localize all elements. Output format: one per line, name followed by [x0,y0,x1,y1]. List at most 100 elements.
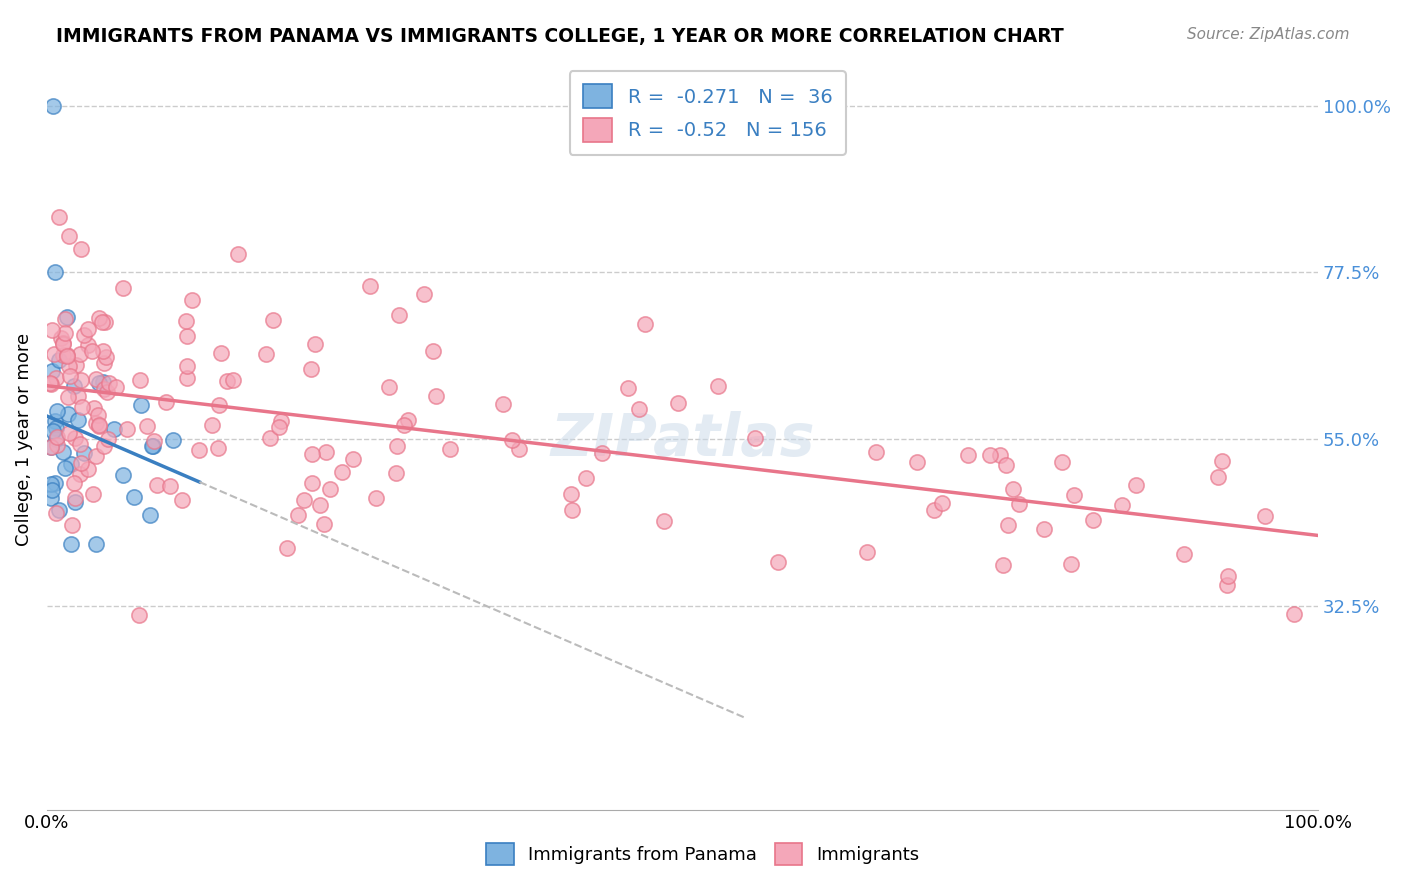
Immigrants from Panama [41,363,63,377]
Immigrants [176,371,198,385]
Immigrants from Panama [39,491,62,505]
Immigrants from Panama [45,404,67,418]
Immigrants [172,493,194,508]
Immigrants [49,331,72,345]
Immigrants [259,431,281,445]
Immigrants [1111,498,1133,512]
Immigrants [87,311,110,326]
Immigrants [270,414,292,428]
Immigrants [394,418,416,433]
Immigrants from Panama [45,432,67,446]
Immigrants [330,465,353,479]
Immigrants [58,359,80,373]
Immigrants from Panama [89,376,111,391]
Immigrants [42,347,65,361]
Immigrants from Panama [48,503,70,517]
Immigrants [176,329,198,343]
Immigrants [69,456,91,470]
Immigrants from Panama [44,265,66,279]
Immigrants [988,448,1011,462]
Immigrants [508,442,530,456]
Immigrants [931,496,953,510]
Immigrants [1216,569,1239,583]
Immigrants [84,416,107,430]
Immigrants from Panama [142,439,165,453]
Immigrants from Panama [73,445,96,459]
Immigrants [58,426,80,441]
Immigrants from Panama [52,444,75,458]
Immigrants [52,337,75,351]
Immigrants [56,349,79,363]
Immigrants [707,379,730,393]
Immigrants [56,348,79,362]
Immigrants from Panama [44,414,66,428]
Immigrants [53,326,76,340]
Immigrants [1125,478,1147,492]
Immigrants [226,247,249,261]
Immigrants from Panama [60,457,83,471]
Immigrants [96,350,118,364]
Text: Source: ZipAtlas.com: Source: ZipAtlas.com [1187,27,1350,42]
Immigrants [128,608,150,623]
Immigrants [1033,521,1056,535]
Immigrants [83,401,105,416]
Immigrants [905,455,928,469]
Immigrants [72,401,94,415]
Immigrants [112,281,135,295]
Immigrants [301,447,323,461]
Immigrants from Panama [162,433,184,447]
Immigrants [77,322,100,336]
Immigrants [412,287,434,301]
Immigrants [855,545,877,559]
Text: IMMIGRANTS FROM PANAMA VS IMMIGRANTS COLLEGE, 1 YEAR OR MORE CORRELATION CHART: IMMIGRANTS FROM PANAMA VS IMMIGRANTS COL… [56,27,1064,45]
Immigrants [1215,577,1237,591]
Immigrants [378,380,401,394]
Immigrants [342,451,364,466]
Text: ZIPatlas: ZIPatlas [550,410,814,467]
Immigrants [422,344,444,359]
Immigrants [388,308,411,322]
Immigrants [922,502,945,516]
Immigrants [91,315,114,329]
Immigrants from Panama [91,375,114,389]
Immigrants [97,376,120,390]
Immigrants [1211,453,1233,467]
Immigrants [129,373,152,387]
Immigrants [174,313,197,327]
Immigrants [65,491,87,506]
Immigrants from Panama [63,378,86,392]
Immigrants [82,343,104,358]
Legend: Immigrants from Panama, Immigrants: Immigrants from Panama, Immigrants [478,834,928,874]
Immigrants [181,293,204,307]
Immigrants [39,440,62,454]
Immigrants [84,449,107,463]
Immigrants [628,401,651,416]
Immigrants [1008,497,1031,511]
Immigrants from Panama [42,424,65,438]
Immigrants [1050,455,1073,469]
Immigrants from Panama [45,421,67,435]
Immigrants [208,398,231,412]
Immigrants [384,467,406,481]
Immigrants [309,498,332,512]
Immigrants [997,518,1019,533]
Immigrants [865,444,887,458]
Immigrants [1002,483,1025,497]
Immigrants [115,422,138,436]
Immigrants [207,442,229,456]
Immigrants [1063,488,1085,502]
Immigrants [93,356,115,370]
Immigrants [575,471,598,485]
Immigrants [52,336,75,351]
Immigrants [276,541,298,555]
Immigrants [155,394,177,409]
Immigrants [991,558,1014,572]
Immigrants [209,346,232,360]
Immigrants [201,418,224,433]
Immigrants [52,348,75,362]
Immigrants [77,338,100,352]
Immigrants [94,315,117,329]
Immigrants [1081,513,1104,527]
Immigrants from Panama [141,439,163,453]
Immigrants [89,418,111,433]
